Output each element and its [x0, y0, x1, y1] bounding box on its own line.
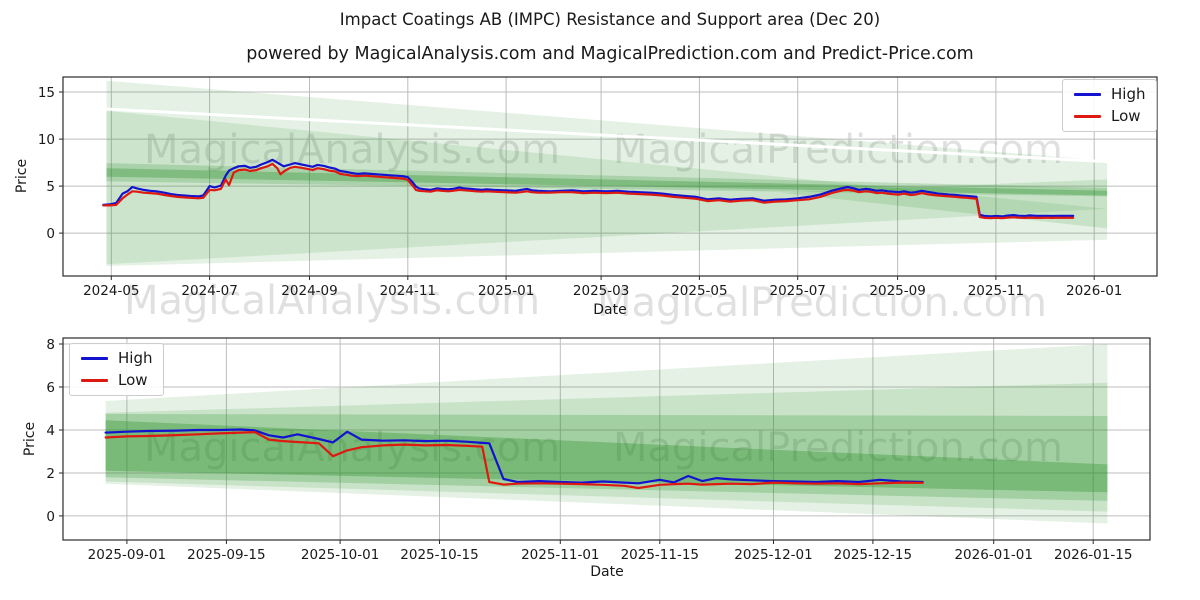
bottom-chart-x-axis-label: Date — [590, 564, 624, 580]
x-tick-label: 2025-09-15 — [187, 547, 265, 563]
support-resistance-band — [106, 163, 1108, 197]
legend-entry-low: Low — [1074, 109, 1145, 124]
x-tick-label: 2025-09-01 — [88, 547, 166, 563]
x-tick-label: 2025-11-01 — [521, 547, 599, 563]
x-tick-label: 2025-09 — [869, 283, 925, 299]
x-tick-label: 2025-10-01 — [301, 547, 379, 563]
x-tick-label: 2025-03 — [573, 283, 629, 299]
plot-border — [62, 76, 1158, 277]
support-resistance-band — [106, 80, 1108, 266]
legend-label-high: High — [1111, 85, 1146, 103]
x-tick-label: 2024-11 — [380, 283, 436, 299]
powered-by-subtitle: powered by MagicalAnalysis.com and Magic… — [246, 44, 974, 64]
y-tick-label: 8 — [46, 337, 55, 353]
x-tick-label: 2024-05 — [83, 283, 139, 299]
legend-entry-high: High — [81, 351, 152, 366]
high-price-line — [102, 158, 1075, 218]
high-line-swatch — [81, 357, 108, 360]
x-tick-label: 2026-01 — [1066, 283, 1122, 299]
low-line-swatch — [81, 379, 108, 382]
y-tick-label: 4 — [46, 423, 55, 439]
y-tick-label: 2 — [46, 466, 55, 482]
support-resistance-band — [106, 110, 1108, 265]
page-title: Impact Coatings AB (IMPC) Resistance and… — [339, 10, 881, 29]
x-tick-label: 2026-01-15 — [1054, 547, 1132, 563]
bottom-chart-y-axis-label: Price — [22, 421, 38, 457]
support-resistance-band — [105, 344, 1108, 524]
plot-border — [62, 337, 1151, 541]
top-chart-y-axis-label: Price — [14, 158, 30, 194]
high-line-swatch — [1074, 93, 1101, 96]
top-chart-x-axis-label: Date — [593, 302, 627, 318]
x-tick-label: 2026-01-01 — [954, 547, 1032, 563]
x-tick-label: 2024-07 — [181, 283, 237, 299]
low-line-swatch — [1074, 115, 1101, 118]
x-tick-label: 2025-11-15 — [621, 547, 699, 563]
y-tick-label: 0 — [46, 509, 55, 525]
x-tick-label: 2025-11 — [968, 283, 1024, 299]
legend-entry-low: Low — [81, 373, 152, 388]
x-tick-label: 2024-09 — [281, 283, 337, 299]
y-tick-label: 0 — [46, 226, 55, 242]
x-tick-label: 2025-12-15 — [834, 547, 912, 563]
legend-label-low: Low — [118, 371, 148, 389]
y-tick-label: 5 — [46, 179, 55, 195]
bottom-chart-legend: High Low — [69, 343, 165, 396]
x-tick-label: 2025-10-15 — [400, 547, 478, 563]
low-price-line — [104, 431, 924, 490]
legend-entry-high: High — [1074, 87, 1145, 102]
high-price-line — [104, 428, 924, 485]
x-tick-label: 2025-12-01 — [734, 547, 812, 563]
low-price-line — [102, 162, 1075, 220]
top-chart-legend: High Low — [1062, 79, 1158, 132]
x-tick-label: 2025-05 — [671, 283, 727, 299]
support-resistance-band — [105, 420, 1108, 493]
white-trend-line — [106, 107, 1108, 164]
legend-label-low: Low — [1111, 107, 1141, 125]
support-resistance-band — [105, 382, 1108, 512]
y-tick-label: 15 — [38, 85, 55, 101]
x-tick-label: 2025-01 — [478, 283, 534, 299]
y-tick-label: 10 — [38, 132, 55, 148]
x-tick-label: 2025-07 — [769, 283, 825, 299]
y-tick-label: 6 — [46, 380, 55, 396]
legend-label-high: High — [118, 349, 153, 367]
